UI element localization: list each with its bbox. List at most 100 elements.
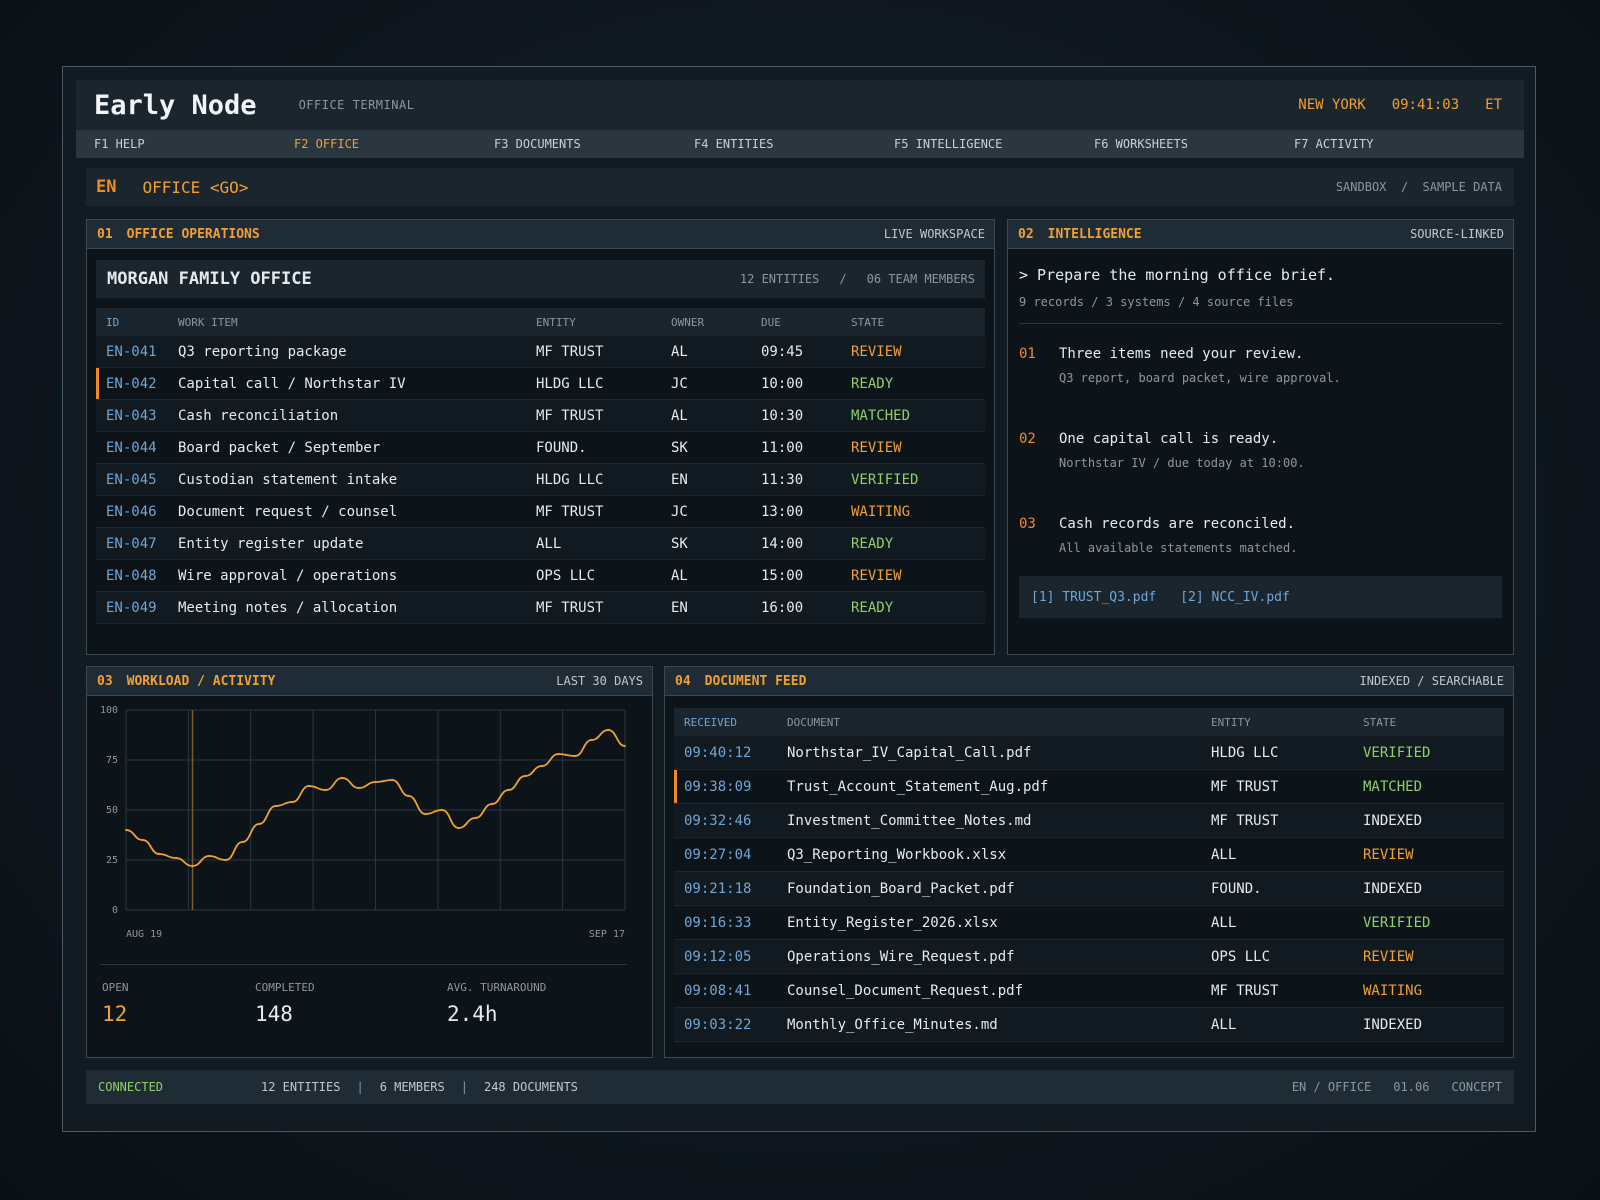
table-row[interactable]: EN-042 Capital call / Northstar IV HLDG LL… — [96, 367, 985, 400]
row-document: Counsel_Document_Request.pdf — [787, 973, 1211, 1008]
activity-data-point — [623, 744, 627, 748]
activity-data-point — [374, 780, 377, 784]
table-header-row: RECEIVED DOCUMENT ENTITY STATE — [674, 708, 1504, 736]
table-row[interactable]: 09:03:22 Monthly_Office_Minutes.md ALL INDE… — [674, 1007, 1504, 1042]
table-row[interactable]: 09:38:09 Trust_Account_Statement_Aug.pdf M… — [674, 769, 1504, 804]
row-id: EN-041 — [96, 336, 178, 368]
table-row[interactable]: EN-044 Board packet / September FOUND. SK 11… — [96, 431, 985, 464]
table-row[interactable]: EN-049 Meeting notes / allocation MF TRUST… — [96, 591, 985, 624]
panel-title: INTELLIGENCE — [1047, 226, 1142, 242]
activity-data-point — [507, 788, 510, 792]
source-link-ncc-iv[interactable]: [2] NCC_IV.pdf — [1180, 589, 1290, 605]
activity-line-chart: 0 25 50 75 100 AUG 19 SEP 17 — [100, 705, 627, 940]
column-header-document[interactable]: DOCUMENT — [787, 708, 1211, 736]
table-row[interactable]: EN-048 Wire approval / operations OPS LLC A… — [96, 559, 985, 592]
row-work-item: Capital call / Northstar IV — [178, 367, 536, 400]
table-row[interactable]: 09:40:12 Northstar_IV_Capital_Call.pdf HLD… — [674, 736, 1504, 770]
document-feed-table: RECEIVED DOCUMENT ENTITY STATE 09:40:12 N… — [674, 708, 1504, 1042]
row-id: EN-044 — [96, 431, 178, 464]
table-row[interactable]: EN-047 Entity register update ALL SK 14:00 RE… — [96, 527, 985, 560]
table-row[interactable]: EN-045 Custodian statement intake HLDG LLC… — [96, 463, 985, 496]
activity-data-point — [274, 804, 277, 808]
table-row[interactable]: 09:08:41 Counsel_Document_Request.pdf MF T… — [674, 973, 1504, 1008]
row-document: Foundation_Board_Packet.pdf — [787, 871, 1211, 906]
command-bar[interactable]: EN OFFICE <GO> SANDBOX / SAMPLE DATA — [86, 168, 1514, 206]
panel-title: WORKLOAD / ACTIVITY — [126, 673, 276, 689]
activity-data-point — [573, 754, 577, 758]
row-due: 11:30 — [761, 463, 851, 496]
row-received: 09:40:12 — [674, 736, 787, 770]
row-state: WAITING — [851, 495, 985, 528]
column-header-entity[interactable]: ENTITY — [536, 308, 671, 336]
row-state: WAITING — [1363, 973, 1504, 1008]
stat-label: OPEN — [102, 981, 129, 994]
activity-data-point — [490, 802, 494, 806]
row-entity: ALL — [1211, 1007, 1363, 1042]
activity-data-point — [191, 864, 194, 868]
column-header-id[interactable]: ID — [96, 308, 178, 336]
activity-data-point — [324, 788, 327, 792]
panel-title: OFFICE OPERATIONS — [126, 226, 260, 242]
row-entity: ALL — [1211, 837, 1363, 872]
menu-item-activity[interactable]: F7 ACTIVITY — [1294, 137, 1374, 151]
row-id: EN-045 — [96, 463, 178, 496]
table-row[interactable]: EN-043 Cash reconciliation MF TRUST AL 10:30… — [96, 399, 985, 432]
y-tick-label: 50 — [106, 805, 118, 816]
menu-item-documents[interactable]: F3 DOCUMENTS — [494, 137, 581, 151]
x-tick-label-end: SEP 17 — [589, 929, 625, 940]
insight-number: 03 — [1019, 516, 1036, 532]
table-row[interactable]: 09:16:33 Entity_Register_2026.xlsx ALL VERI… — [674, 905, 1504, 940]
command-text[interactable]: OFFICE <GO> — [142, 177, 249, 197]
panel-tag: INDEXED / SEARCHABLE — [1359, 674, 1505, 688]
column-header-received[interactable]: RECEIVED — [674, 708, 787, 736]
status-documents: 248 DOCUMENTS — [483, 1080, 578, 1094]
table-row[interactable]: 09:12:05 Operations_Wire_Request.pdf OPS L… — [674, 939, 1504, 974]
timezone-label: ET — [1485, 97, 1502, 113]
brief-prompt[interactable]: > Prepare the morning office brief. — [1019, 266, 1336, 284]
table-row[interactable]: EN-046 Document request / counsel MF TRUST… — [96, 495, 985, 528]
row-received: 09:38:09 — [674, 769, 787, 804]
table-row[interactable]: 09:32:46 Investment_Committee_Notes.md MF … — [674, 803, 1504, 838]
column-header-work-item[interactable]: WORK ITEM — [178, 308, 536, 336]
table-row[interactable]: 09:27:04 Q3_Reporting_Workbook.xlsx ALL REV… — [674, 837, 1504, 872]
table-row[interactable]: 09:21:18 Foundation_Board_Packet.pdf FOUND… — [674, 871, 1504, 906]
stat-label: AVG. TURNAROUND — [447, 981, 547, 994]
row-id: EN-042 — [96, 367, 178, 400]
panel-tag[interactable]: LAST 30 DAYS — [556, 674, 643, 688]
function-key-menu: F1 HELP F2 OFFICE F3 DOCUMENTS F4 ENTITI… — [76, 130, 1524, 158]
menu-item-help[interactable]: F1 HELP — [94, 137, 145, 151]
workload-activity-panel: 03 WORKLOAD / ACTIVITY LAST 30 DAYS 0 25 5… — [86, 666, 653, 1058]
app-header: Early Node OFFICE TERMINAL NEW YORK 09:4… — [76, 80, 1524, 130]
x-tick-label-start: AUG 19 — [126, 929, 162, 940]
row-entity: MF TRUST — [1211, 769, 1363, 804]
status-right: EN / OFFICE 01.06 CONCEPT — [1292, 1080, 1502, 1094]
source-link-trust-q3[interactable]: [1] TRUST_Q3.pdf — [1031, 589, 1157, 605]
row-entity: MF TRUST — [1211, 803, 1363, 838]
table-row[interactable]: EN-041 Q3 reporting package MF TRUST AL 09:4… — [96, 336, 985, 368]
column-header-entity[interactable]: ENTITY — [1211, 708, 1363, 736]
row-work-item: Q3 reporting package — [178, 336, 536, 368]
activity-data-point — [607, 728, 610, 732]
y-tick-label: 0 — [112, 905, 118, 916]
activity-data-point — [158, 852, 161, 856]
y-tick-label: 75 — [106, 755, 118, 766]
row-received: 09:27:04 — [674, 837, 787, 872]
row-due: 15:00 — [761, 559, 851, 592]
menu-item-office[interactable]: F2 OFFICE — [294, 137, 360, 151]
insight-item: 03 Cash records are reconciled. All avai… — [1019, 494, 1502, 579]
column-header-due[interactable]: DUE — [761, 308, 851, 336]
panel-number: 01 — [97, 226, 113, 242]
status-bar: CONNECTED 12 ENTITIES | 6 MEMBERS | 248 … — [86, 1070, 1514, 1104]
activity-data-point — [590, 738, 593, 742]
menu-item-entities[interactable]: F4 ENTITIES — [694, 137, 774, 151]
panel-number: 03 — [97, 673, 113, 689]
row-state: INDEXED — [1363, 871, 1504, 906]
column-header-owner[interactable]: OWNER — [671, 308, 761, 336]
column-header-state[interactable]: STATE — [1363, 708, 1504, 736]
status-version: 01.06 — [1393, 1080, 1430, 1094]
menu-item-intelligence[interactable]: F5 INTELLIGENCE — [894, 137, 1003, 151]
column-header-state[interactable]: STATE — [851, 308, 985, 336]
menu-item-worksheets[interactable]: F6 WORKSHEETS — [1094, 137, 1188, 151]
row-entity: FOUND. — [1211, 871, 1363, 906]
insight-title: Cash records are reconciled. — [1059, 516, 1296, 532]
